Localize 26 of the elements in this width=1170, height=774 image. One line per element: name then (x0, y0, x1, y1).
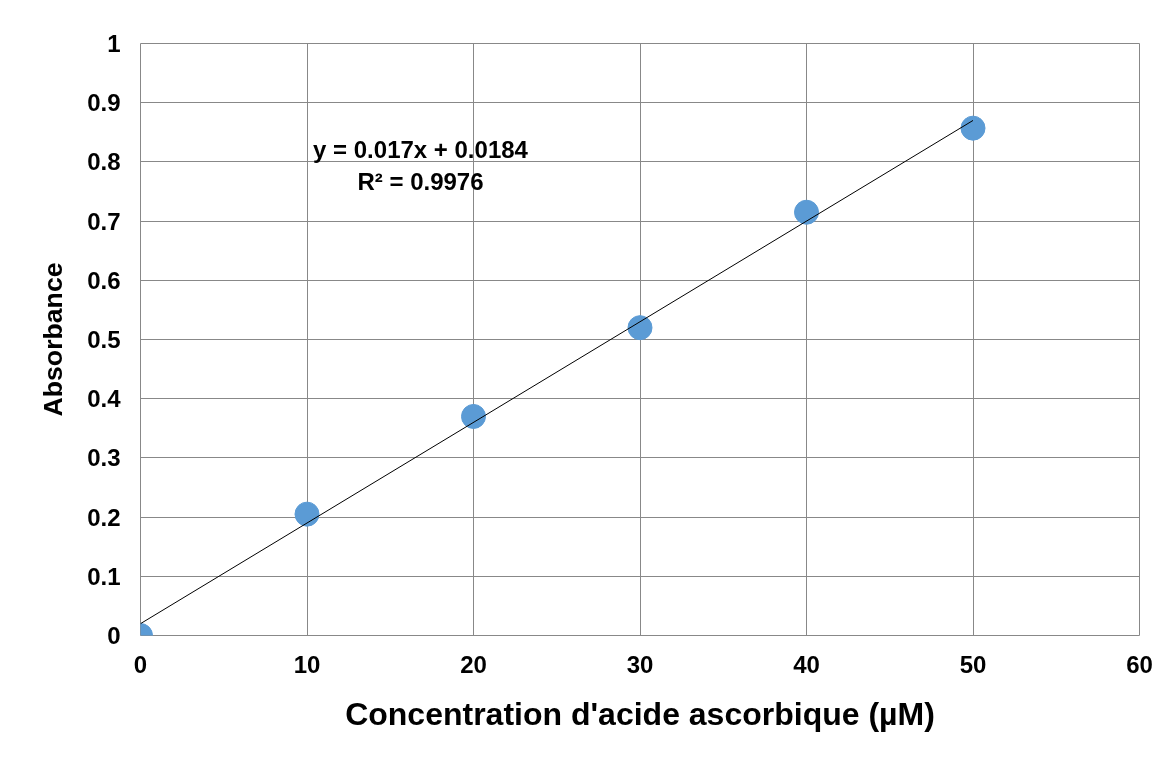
y-tick-label: 0.7 (87, 207, 121, 235)
y-tick-label: 0 (107, 622, 121, 649)
x-axis-title: Concentration d'acide ascorbique (µM) (345, 695, 935, 732)
x-tick-label: 30 (626, 650, 654, 678)
point (627, 315, 653, 341)
x-tick-label: 50 (959, 650, 987, 678)
y-tick-label: 0.8 (87, 148, 121, 176)
y-tick-label: 0.5 (87, 326, 121, 353)
y-tick-label: 0.1 (87, 562, 121, 590)
x-tick-label: 10 (293, 650, 321, 678)
point (294, 501, 320, 527)
y-tick-label: 0.9 (87, 89, 121, 117)
y-tick-label: 0.3 (87, 444, 121, 472)
point (461, 403, 486, 429)
annotation: y = 0.017x + 0.0184 R² = 0.9976 (313, 135, 529, 196)
y-tick-label: 1 (107, 30, 121, 57)
y-axis-title: Absorbance (38, 262, 69, 417)
point (960, 115, 986, 141)
y-tick-label: 0.4 (87, 385, 122, 413)
x-tick-label: 0 (133, 650, 148, 678)
y-tick-label: 0.2 (87, 503, 121, 531)
x-tick-label: 60 (1126, 650, 1153, 678)
x-tick-label: 20 (460, 650, 487, 678)
x-tick-label: 40 (793, 650, 820, 678)
point (794, 199, 819, 225)
y-tick-label: 0.6 (87, 266, 121, 294)
